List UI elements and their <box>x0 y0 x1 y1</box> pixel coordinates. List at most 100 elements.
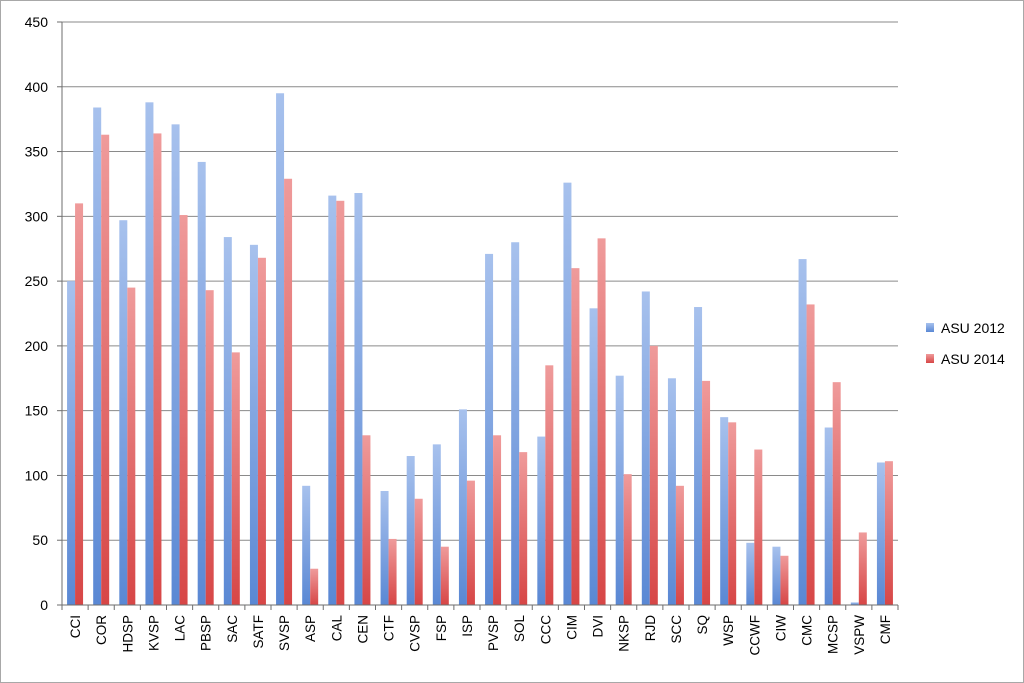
bar-cmf-asu-2012 <box>876 462 885 605</box>
y-axis-tick-labels: 0 50 100 150 200 250 300 350 400 450 <box>25 14 49 613</box>
bar-hdsp-asu-2012 <box>119 220 128 605</box>
bar-ccc-asu-2012 <box>537 436 546 605</box>
bar-pbsp-asu-2014 <box>205 290 214 605</box>
bar-cen-asu-2012 <box>354 193 363 605</box>
bar-satf-asu-2014 <box>257 257 266 605</box>
x-category-label: ISP <box>460 615 475 637</box>
bar-sq-asu-2012 <box>694 307 703 605</box>
legend-label: ASU 2014 <box>941 351 1005 367</box>
bar-lac-asu-2014 <box>179 215 188 605</box>
bar-sol-asu-2012 <box>511 242 520 605</box>
bar-wsp-asu-2014 <box>728 422 737 605</box>
bar-cal-asu-2014 <box>336 200 345 605</box>
bar-satf-asu-2012 <box>249 244 258 605</box>
legend: ASU 2012 ASU 2014 <box>926 320 1005 367</box>
y-tick-label: 350 <box>25 144 49 160</box>
bar-sol-asu-2014 <box>519 452 528 605</box>
y-tick-label: 400 <box>25 79 49 95</box>
bar-mcsp-asu-2014 <box>832 382 841 605</box>
y-tick-label: 0 <box>40 597 48 613</box>
bar-ccc-asu-2014 <box>545 365 554 605</box>
bar-cci-asu-2012 <box>67 281 76 605</box>
x-category-label: WSP <box>721 615 736 646</box>
bar-svsp-asu-2014 <box>284 178 293 606</box>
bar-cen-asu-2014 <box>362 435 371 605</box>
bar-ccwf-asu-2012 <box>746 542 755 605</box>
x-category-label: CCI <box>68 615 83 638</box>
bar-dvi-asu-2014 <box>597 238 606 605</box>
bar-cim-asu-2014 <box>571 268 580 605</box>
bar-mcsp-asu-2012 <box>824 427 833 605</box>
bar-sac-asu-2012 <box>223 237 232 605</box>
bar-pbsp-asu-2012 <box>197 161 206 606</box>
x-category-label: CIW <box>773 615 788 642</box>
bar-cor-asu-2014 <box>101 134 110 606</box>
x-category-label: FSP <box>434 615 449 641</box>
x-category-label: PVSP <box>486 615 501 651</box>
x-category-label: CMF <box>878 615 893 644</box>
bar-ctf-asu-2014 <box>388 538 397 605</box>
x-category-label: NKSP <box>617 615 632 652</box>
bar-nksp-asu-2012 <box>615 375 624 605</box>
x-axis-tick-labels: CCI COR HDSP KVSP LAC PBSP SAC SATF SVSP ASP CAL CE… <box>68 615 893 656</box>
y-tick-label: 200 <box>25 338 49 354</box>
x-category-label: SVSP <box>277 615 292 651</box>
bar-cmf-asu-2014 <box>884 461 893 605</box>
bar-kvsp-asu-2012 <box>145 102 154 605</box>
x-category-label: CTF <box>382 615 397 641</box>
bar-svsp-asu-2012 <box>276 93 285 605</box>
bar-fsp-asu-2012 <box>432 444 441 605</box>
bars <box>67 93 893 606</box>
x-category-label: LAC <box>173 615 188 642</box>
bar-cmc-asu-2014 <box>806 304 815 605</box>
axes <box>57 21 899 610</box>
x-category-label: VSPW <box>852 615 867 655</box>
x-category-label: SOL <box>512 615 527 643</box>
x-category-label: MCSP <box>826 615 841 654</box>
x-category-label: PBSP <box>199 615 214 651</box>
bar-ctf-asu-2012 <box>380 490 389 605</box>
x-category-label: HDSP <box>120 615 135 653</box>
x-category-label: CAL <box>329 615 344 642</box>
x-category-label: CCC <box>538 615 553 644</box>
x-category-label: KVSP <box>146 615 161 651</box>
bar-fsp-asu-2014 <box>440 546 449 605</box>
x-category-label: COR <box>94 615 109 645</box>
x-category-label: ASP <box>303 615 318 642</box>
bar-cim-asu-2012 <box>563 182 572 605</box>
x-category-label: CIM <box>564 615 579 640</box>
x-category-label: SQ <box>695 615 710 635</box>
y-tick-label: 150 <box>25 403 49 419</box>
y-tick-label: 300 <box>25 208 49 224</box>
x-category-label: SATF <box>251 615 266 649</box>
bar-scc-asu-2014 <box>675 485 684 605</box>
bar-cor-asu-2012 <box>93 107 102 606</box>
bar-pvsp-asu-2012 <box>485 253 494 605</box>
bar-isp-asu-2012 <box>458 409 467 605</box>
x-category-label: CEN <box>355 615 370 644</box>
bar-scc-asu-2012 <box>667 378 676 605</box>
bar-wsp-asu-2012 <box>720 417 729 605</box>
x-category-label: CCWF <box>747 615 762 656</box>
bar-vspw-asu-2014 <box>858 532 867 605</box>
bar-ccwf-asu-2014 <box>754 449 763 605</box>
bar-lac-asu-2012 <box>171 124 180 606</box>
bar-hdsp-asu-2014 <box>127 287 136 605</box>
x-category-label: DVI <box>591 615 606 638</box>
legend-swatch <box>926 323 934 332</box>
x-category-label: SAC <box>225 615 240 643</box>
bar-cci-asu-2014 <box>75 203 84 605</box>
bar-vspw-asu-2012 <box>850 602 859 605</box>
bar-cmc-asu-2012 <box>798 259 807 605</box>
bar-nksp-asu-2014 <box>623 474 632 605</box>
bar-isp-asu-2014 <box>466 480 475 605</box>
legend-label: ASU 2012 <box>941 320 1005 336</box>
x-category-label: SCC <box>669 615 684 644</box>
x-category-label: CMC <box>800 615 815 646</box>
bar-ciw-asu-2012 <box>772 546 781 605</box>
bar-cal-asu-2012 <box>328 195 337 606</box>
bar-cvsp-asu-2014 <box>414 498 423 605</box>
bar-dvi-asu-2012 <box>589 308 598 605</box>
bar-pvsp-asu-2014 <box>493 435 502 605</box>
